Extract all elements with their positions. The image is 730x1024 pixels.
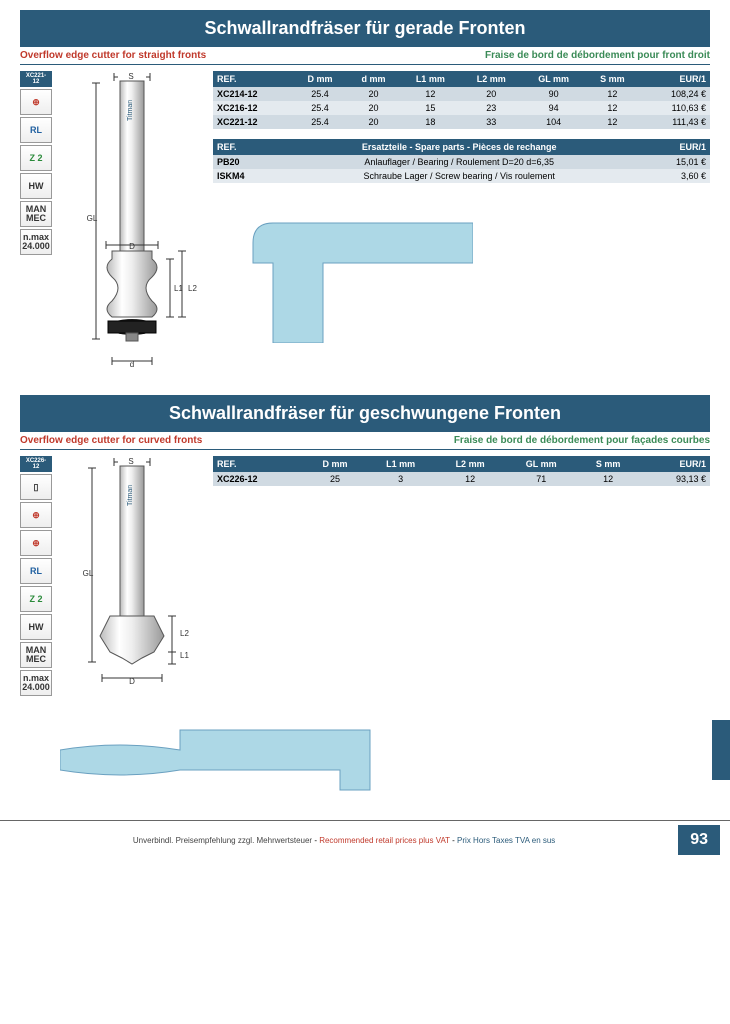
footer-fr: Prix Hors Taxes TVA en sus [457,836,555,845]
col-header: EUR/1 [639,71,710,87]
spec-icon: ⊕ [20,502,52,528]
svg-text:L2: L2 [180,629,189,638]
section2-icons: XC226-12 ▯⊕⊕RLZ 2HWMAN MECn.max 24.000 [20,456,52,706]
col-header: L1 mm [400,71,461,87]
table-row: XC226-1225312711293,13 € [213,472,710,486]
col-header: S mm [578,456,639,472]
spec-icon: MAN MEC [20,201,52,227]
spec-icon: Z 2 [20,145,52,171]
section2-subtitle-fr: Fraise de bord de débordement pour façad… [454,435,710,446]
svg-text:Titman: Titman [127,485,134,506]
col-header: d mm [347,71,400,87]
spec-icon: HW [20,173,52,199]
svg-text:L2: L2 [188,284,197,293]
spec-icon: RL [20,558,52,584]
col-header: L1 mm [366,456,435,472]
section2-subtitle-en: Overflow edge cutter for curved fronts [20,435,202,446]
footer-de: Unverbindl. Preisempfehlung zzgl. Mehrwe… [133,836,312,845]
svg-text:S: S [128,457,133,466]
spec-icon: ▯ [20,474,52,500]
col-header: REF. [213,456,304,472]
section1-profile-shape [213,193,710,343]
section2-profile-shape [60,720,710,800]
section1-subhead: Overflow edge cutter for straight fronts… [20,50,710,65]
table-row: XC221-1225.420183310412111,43 € [213,115,710,129]
section1-icons: XC221-12 ⊕RLZ 2HWMAN MECn.max 24.000 [20,71,52,381]
spec-icon: HW [20,614,52,640]
section1-schematic: Titman S GL D L1 [58,71,205,381]
spec-icon: n.max 24.000 [20,670,52,696]
col-header: D mm [304,456,366,472]
col-header: D mm [293,71,347,87]
col-header: L2 mm [461,71,522,87]
page-footer: Unverbindl. Preisempfehlung zzgl. Mehrwe… [0,820,730,855]
section1-body: XC221-12 ⊕RLZ 2HWMAN MECn.max 24.000 Tit… [20,71,710,381]
section1-product-label: XC221-12 [20,71,52,87]
spec-icon: RL [20,117,52,143]
spec-icon: ⊕ [20,530,52,556]
spec-icon: ⊕ [20,89,52,115]
spare-header-price: EUR/1 [642,139,710,155]
spare-header-desc: Ersatzteile - Spare parts - Pièces de re… [277,139,642,155]
footer-en: Recommended retail prices plus VAT [319,836,450,845]
svg-text:S: S [128,72,133,81]
table-row: XC214-1225.42012209012108,24 € [213,87,710,101]
section2-subhead: Overflow edge cutter for curved fronts F… [20,435,710,450]
table-row: PB20Anlauflager / Bearing / Roulement D=… [213,155,710,169]
section2-schematic: Titman S GL L2 L1 D [58,456,205,706]
section1-subtitle-fr: Fraise de bord de débordement pour front… [485,50,710,61]
section2-body: XC226-12 ▯⊕⊕RLZ 2HWMAN MECn.max 24.000 T… [20,456,710,706]
col-header: GL mm [505,456,578,472]
table-row: XC216-1225.42015239412110,63 € [213,101,710,115]
spec-icon: Z 2 [20,586,52,612]
col-header: L2 mm [435,456,504,472]
col-header: GL mm [522,71,586,87]
col-header: S mm [586,71,640,87]
section2-spec-table: REF.D mmL1 mmL2 mmGL mmS mmEUR/1 XC226-1… [213,456,710,486]
col-header: REF. [213,71,293,87]
svg-text:Titman: Titman [127,100,134,121]
side-tab [712,720,730,780]
spare-header-ref: REF. [213,139,277,155]
table-row: ISKM4Schraube Lager / Screw bearing / Vi… [213,169,710,183]
section1-title: Schwallrandfräser für gerade Fronten [20,10,710,47]
section2-product-label: XC226-12 [20,456,52,472]
section2-title: Schwallrandfräser für geschwungene Front… [20,395,710,432]
col-header: EUR/1 [639,456,710,472]
svg-text:D: D [129,242,135,251]
section1-spec-table: REF.D mmd mmL1 mmL2 mmGL mmS mmEUR/1 XC2… [213,71,710,129]
page-number: 93 [678,825,720,855]
spec-icon: n.max 24.000 [20,229,52,255]
section1-subtitle-en: Overflow edge cutter for straight fronts [20,50,206,61]
svg-text:L1: L1 [180,651,189,660]
spec-icon: MAN MEC [20,642,52,668]
section1-spare-table: REF. Ersatzteile - Spare parts - Pièces … [213,139,710,183]
